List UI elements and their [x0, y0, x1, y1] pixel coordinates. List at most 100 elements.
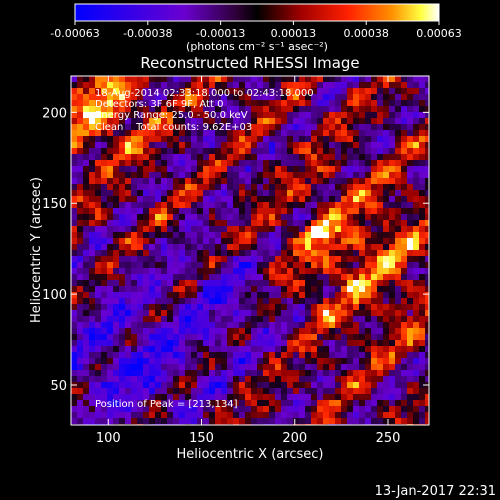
heatmap-cell [365, 142, 371, 148]
heatmap-cell [365, 418, 371, 424]
heatmap-cell [239, 130, 245, 136]
heatmap-cell [287, 256, 293, 262]
heatmap-cell [131, 214, 137, 220]
heatmap-cell [299, 94, 305, 100]
heatmap-cell [95, 298, 101, 304]
heatmap-cell [311, 346, 317, 352]
heatmap-cell [389, 244, 395, 250]
heatmap-cell [71, 100, 77, 106]
heatmap-cell [305, 358, 311, 364]
heatmap-cell [227, 112, 233, 118]
heatmap-cell [383, 322, 389, 328]
heatmap-cell [89, 292, 95, 298]
heatmap-cell [197, 136, 203, 142]
heatmap-cell [227, 388, 233, 394]
heatmap-cell [365, 316, 371, 322]
heatmap-cell [383, 364, 389, 370]
heatmap-cell [347, 166, 353, 172]
heatmap-cell [179, 322, 185, 328]
heatmap-cell [293, 370, 299, 376]
heatmap-cell [221, 184, 227, 190]
heatmap-cell [155, 400, 161, 406]
heatmap-cell [251, 136, 257, 142]
heatmap-cell [113, 220, 119, 226]
heatmap-cell [191, 250, 197, 256]
heatmap-cell [209, 268, 215, 274]
heatmap-cell [395, 310, 401, 316]
heatmap-cell [185, 172, 191, 178]
heatmap-cell [317, 208, 323, 214]
heatmap-cell [161, 292, 167, 298]
heatmap-cell [137, 394, 143, 400]
heatmap-cell [215, 328, 221, 334]
heatmap-cell [263, 388, 269, 394]
heatmap-cell [425, 94, 429, 100]
heatmap-cell [425, 400, 429, 406]
heatmap-cell [125, 190, 131, 196]
heatmap-cell [71, 148, 77, 154]
heatmap-cell [257, 286, 263, 292]
heatmap-cell [329, 304, 335, 310]
heatmap-cell [179, 232, 185, 238]
heatmap-cell [143, 262, 149, 268]
heatmap-cell [125, 88, 131, 94]
heatmap-cell [389, 364, 395, 370]
heatmap-cell [119, 166, 125, 172]
heatmap-cell [395, 88, 401, 94]
heatmap-cell [299, 280, 305, 286]
heatmap-cell [371, 406, 377, 412]
heatmap-cell [305, 298, 311, 304]
heatmap-cell [305, 136, 311, 142]
heatmap-cell [425, 280, 429, 286]
heatmap-cell [413, 100, 419, 106]
heatmap-cell [269, 124, 275, 130]
heatmap-cell [245, 142, 251, 148]
heatmap-cell [341, 412, 347, 418]
heatmap-cell [191, 280, 197, 286]
heatmap-cell [287, 184, 293, 190]
heatmap-cell [377, 280, 383, 286]
heatmap-cell [83, 100, 89, 106]
heatmap-cell [353, 196, 359, 202]
heatmap-cell [323, 418, 329, 424]
heatmap-cell [371, 184, 377, 190]
heatmap-cell [179, 382, 185, 388]
heatmap-cell [305, 76, 311, 82]
heatmap-cell [269, 166, 275, 172]
heatmap-cell [227, 280, 233, 286]
heatmap-cell [239, 142, 245, 148]
heatmap-cell [365, 136, 371, 142]
heatmap-cell [329, 154, 335, 160]
heatmap-cell [149, 322, 155, 328]
heatmap-cell [287, 310, 293, 316]
heatmap-cell [299, 262, 305, 268]
heatmap-cell [377, 400, 383, 406]
heatmap-cell [407, 106, 413, 112]
heatmap-cell [113, 208, 119, 214]
heatmap-cell [119, 190, 125, 196]
heatmap [71, 76, 429, 425]
heatmap-cell [299, 316, 305, 322]
heatmap-cell [377, 406, 383, 412]
heatmap-cell [269, 394, 275, 400]
heatmap-cell [197, 154, 203, 160]
heatmap-cell [119, 154, 125, 160]
heatmap-cell [167, 292, 173, 298]
heatmap-cell [317, 382, 323, 388]
heatmap-cell [323, 346, 329, 352]
heatmap-cell [299, 382, 305, 388]
heatmap-cell [143, 328, 149, 334]
heatmap-cell [341, 142, 347, 148]
heatmap-cell [401, 238, 407, 244]
heatmap-cell [149, 382, 155, 388]
heatmap-cell [383, 394, 389, 400]
heatmap-cell [209, 130, 215, 136]
heatmap-cell [119, 268, 125, 274]
heatmap-cell [245, 370, 251, 376]
heatmap-cell [191, 364, 197, 370]
heatmap-cell [89, 106, 95, 112]
heatmap-cell [329, 364, 335, 370]
heatmap-cell [77, 322, 83, 328]
heatmap-cell [77, 376, 83, 382]
heatmap-cell [401, 382, 407, 388]
